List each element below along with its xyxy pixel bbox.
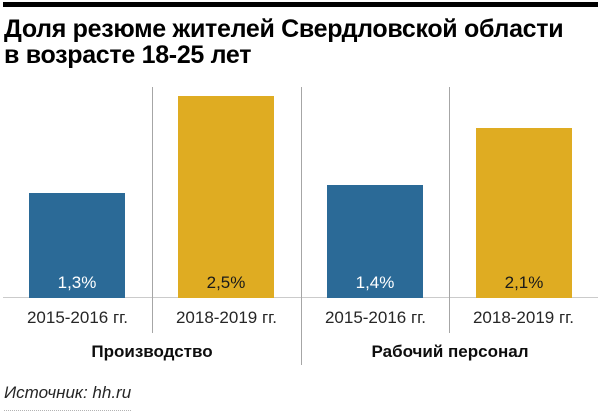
group-divider [301, 87, 302, 365]
top-rule [3, 2, 598, 7]
source-note: Источник: hh.ru [4, 383, 132, 411]
bar-value-label: 1,4% [355, 273, 395, 292]
chart-title: Доля резюме жителей Свердловской области… [4, 16, 598, 68]
source-label: Источник: hh.ru [4, 383, 132, 411]
bar-2018-2019: 2,5% [178, 96, 274, 298]
bar-value-label: 2,5% [206, 273, 246, 292]
column-separator [152, 87, 153, 333]
x-tick-label: 2015-2016 гг. [324, 308, 427, 327]
x-tick-label: 2015-2016 гг. [26, 308, 129, 327]
column-separator [449, 87, 450, 333]
x-tick-label: 2018-2019 гг. [472, 308, 575, 327]
bar-2015-2016: 1,4% [327, 185, 423, 298]
bar-2015-2016: 1,3% [29, 193, 125, 298]
baseline-axis [3, 297, 598, 298]
chart: 1,3% 2015-2016 гг. 2,5% 2018-2019 гг. 1,4% 20… [3, 87, 598, 365]
x-tick-label: 2018-2019 гг. [175, 308, 278, 327]
group-label: Рабочий персонал [371, 342, 529, 361]
group-label: Производство [91, 342, 213, 361]
bar-value-label: 1,3% [57, 273, 97, 292]
bar-2018-2019: 2,1% [476, 128, 572, 298]
chart-title-line-2: в возрасте 18-25 лет [4, 41, 252, 69]
bar-value-label: 2,1% [504, 273, 544, 292]
chart-title-line-1: Доля резюме жителей Свердловской области [4, 15, 564, 43]
